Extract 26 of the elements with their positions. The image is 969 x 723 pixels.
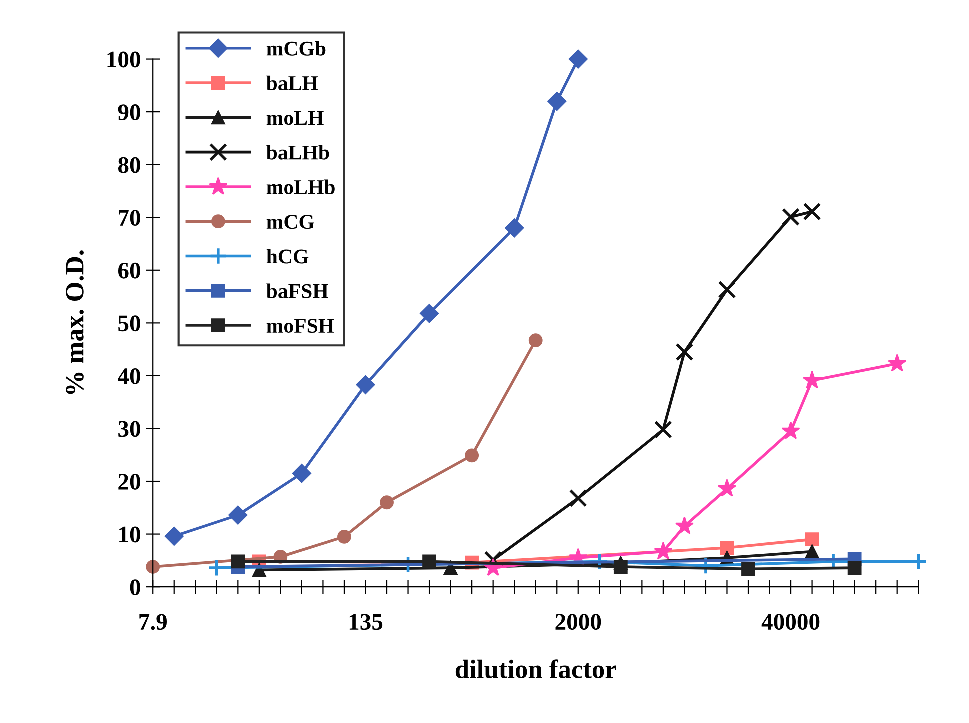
x-axis-title: dilution factor — [456, 660, 616, 679]
x-tick-label: 135 — [350, 614, 383, 630]
y-tick-label: 70 — [119, 210, 140, 226]
x-tick-label: 40000 — [762, 614, 820, 630]
y-tick-label: 60 — [118, 262, 140, 279]
legend-label: hCG — [266, 249, 309, 264]
legend-label: moFSH — [266, 319, 334, 334]
legend-label: baLHb — [266, 145, 330, 160]
legend-label: mCG — [266, 215, 314, 230]
legend-label: moLH — [266, 111, 324, 126]
y-tick-label: 90 — [118, 104, 140, 120]
y-tick-label: 40 — [118, 368, 140, 384]
y-tick-label: 20 — [118, 474, 140, 490]
legend-label: baFSH — [266, 284, 329, 298]
legend-label: baLH — [266, 76, 318, 91]
y-tick-label: 50 — [118, 316, 140, 332]
legend-label: moLHb — [266, 180, 335, 194]
y-axis-title: % max. O.D. — [66, 250, 84, 394]
x-tick-label: 2000 — [556, 614, 602, 630]
x-tick-label: 7.9 — [140, 614, 168, 630]
y-tick-label: 100 — [108, 52, 140, 68]
legend-label: mCGb — [266, 41, 326, 56]
y-tick-label: 10 — [120, 526, 140, 543]
y-tick-label: 80 — [118, 157, 140, 174]
y-tick-label: 30 — [118, 421, 140, 438]
y-tick-label: 0 — [130, 580, 140, 596]
